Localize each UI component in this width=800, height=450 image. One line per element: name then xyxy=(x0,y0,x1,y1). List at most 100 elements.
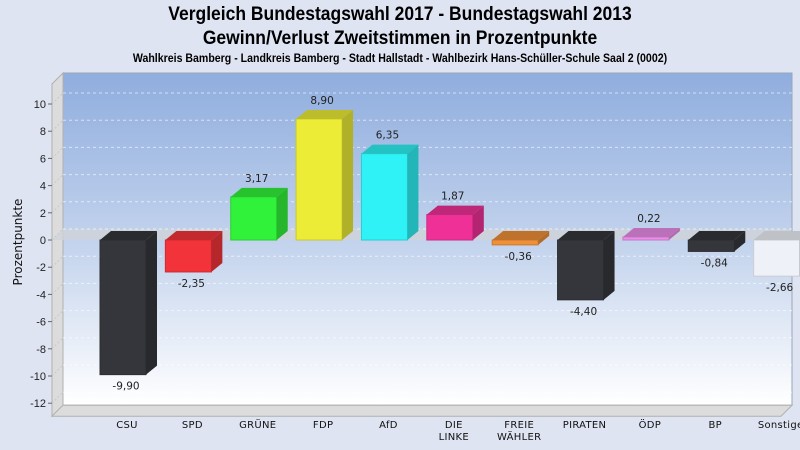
bar-side xyxy=(276,187,288,240)
y-tick-label: 10 xyxy=(34,99,46,111)
bar-front xyxy=(230,196,278,241)
bar-10 xyxy=(753,231,800,277)
value-label: 3,17 xyxy=(245,173,268,185)
bar-top xyxy=(296,109,354,119)
bar-side xyxy=(407,144,419,240)
bar-top xyxy=(230,187,288,197)
bar-3 xyxy=(295,109,354,241)
category-label: AfD xyxy=(379,420,398,431)
y-tick-label: -12 xyxy=(30,398,46,410)
category-label: ÖDP xyxy=(639,418,662,431)
category-label: Sonstige xyxy=(758,420,800,431)
bar-side xyxy=(472,205,484,240)
gridline-side xyxy=(51,391,64,404)
category-label: CSU xyxy=(116,420,138,431)
y-tick-label: -8 xyxy=(36,344,46,356)
bar-7 xyxy=(557,231,615,301)
left-wall xyxy=(51,71,64,418)
category-label: FREIE xyxy=(504,420,534,431)
bar-top xyxy=(361,144,419,154)
bar-side xyxy=(668,228,680,240)
value-label: 1,87 xyxy=(441,191,464,203)
bar-8 xyxy=(622,228,680,241)
bar-top xyxy=(165,231,223,240)
bar-top xyxy=(688,231,746,240)
bar-top xyxy=(753,231,800,240)
chart-caption: Wahlkreis Bamberg - Landkreis Bamberg - … xyxy=(132,53,668,65)
bar-front xyxy=(753,239,800,277)
chart-title: Vergleich Bundestagswahl 2017 - Bundesta… xyxy=(168,4,632,25)
floor xyxy=(50,404,794,417)
category-label: PIRATEN xyxy=(563,420,607,431)
bar-top xyxy=(100,231,157,240)
y-tick-label: 4 xyxy=(40,181,46,193)
gridline-side xyxy=(51,283,64,295)
category-label: WÄHLER xyxy=(497,430,541,443)
bar-side xyxy=(342,109,354,241)
bar-0 xyxy=(99,231,157,376)
y-tick-label: -2 xyxy=(36,262,46,274)
bar-5 xyxy=(426,205,484,241)
bar-side xyxy=(734,231,746,252)
category-label: SPD xyxy=(182,420,203,431)
bar-front xyxy=(687,239,735,252)
category-label: FDP xyxy=(313,420,333,431)
gridline-side xyxy=(51,337,64,350)
bar-side xyxy=(146,231,157,375)
bar-2 xyxy=(230,187,288,241)
bar-front xyxy=(295,118,343,241)
bar-6 xyxy=(491,231,550,246)
y-tick-label: 0 xyxy=(40,235,46,247)
value-label: -0,36 xyxy=(505,251,532,263)
bar-front xyxy=(426,214,474,241)
bar-9 xyxy=(687,231,746,252)
gridline-side xyxy=(51,255,64,268)
gridline-side xyxy=(51,364,64,377)
category-label: LINKE xyxy=(439,432,469,443)
bar-front xyxy=(360,153,408,241)
value-label: -9,90 xyxy=(112,381,139,393)
value-label: -2,35 xyxy=(178,278,205,290)
bar-side xyxy=(538,231,550,245)
y-tick-label: -6 xyxy=(36,317,46,329)
gridline-side xyxy=(51,174,64,186)
bar-1 xyxy=(164,231,223,273)
gridline-side xyxy=(51,201,64,214)
value-label: -0,84 xyxy=(701,257,728,269)
category-label: DIE xyxy=(445,420,463,431)
bar-4 xyxy=(360,144,419,241)
category-label: GRÜNE xyxy=(239,418,276,431)
zero-plane xyxy=(52,229,792,240)
bar-front xyxy=(622,236,670,241)
bar-side xyxy=(603,231,615,300)
bar-top xyxy=(622,228,680,238)
gridline-side xyxy=(51,119,64,132)
bar-front xyxy=(491,239,539,246)
bar-top xyxy=(557,231,615,240)
y-axis-label: Prozentpunkte xyxy=(11,199,25,286)
value-label: 8,90 xyxy=(310,95,333,107)
gridline-side xyxy=(51,92,64,105)
chart-subtitle: Gewinn/Verlust Zweitstimmen in Prozentpu… xyxy=(202,28,598,49)
y-tick-label: -10 xyxy=(30,371,46,383)
y-tick-label: 6 xyxy=(40,153,46,165)
bar-front xyxy=(557,239,605,301)
bar-front xyxy=(164,239,212,273)
bar-top xyxy=(426,205,484,215)
gridline-side xyxy=(51,228,64,241)
bar-top xyxy=(492,231,550,240)
y-tick-label: 8 xyxy=(40,126,46,138)
bar-front xyxy=(99,239,147,376)
value-label: 6,35 xyxy=(376,130,399,142)
value-label: -2,66 xyxy=(766,282,793,294)
y-tick-label: 2 xyxy=(40,208,46,220)
bar-side xyxy=(211,231,223,272)
y-tick-label: -4 xyxy=(36,289,46,301)
value-label: -4,40 xyxy=(570,306,597,318)
gridline-side xyxy=(51,310,64,322)
value-label: 0,22 xyxy=(637,213,660,225)
category-label: BP xyxy=(709,420,723,431)
gridline-side xyxy=(51,147,64,159)
